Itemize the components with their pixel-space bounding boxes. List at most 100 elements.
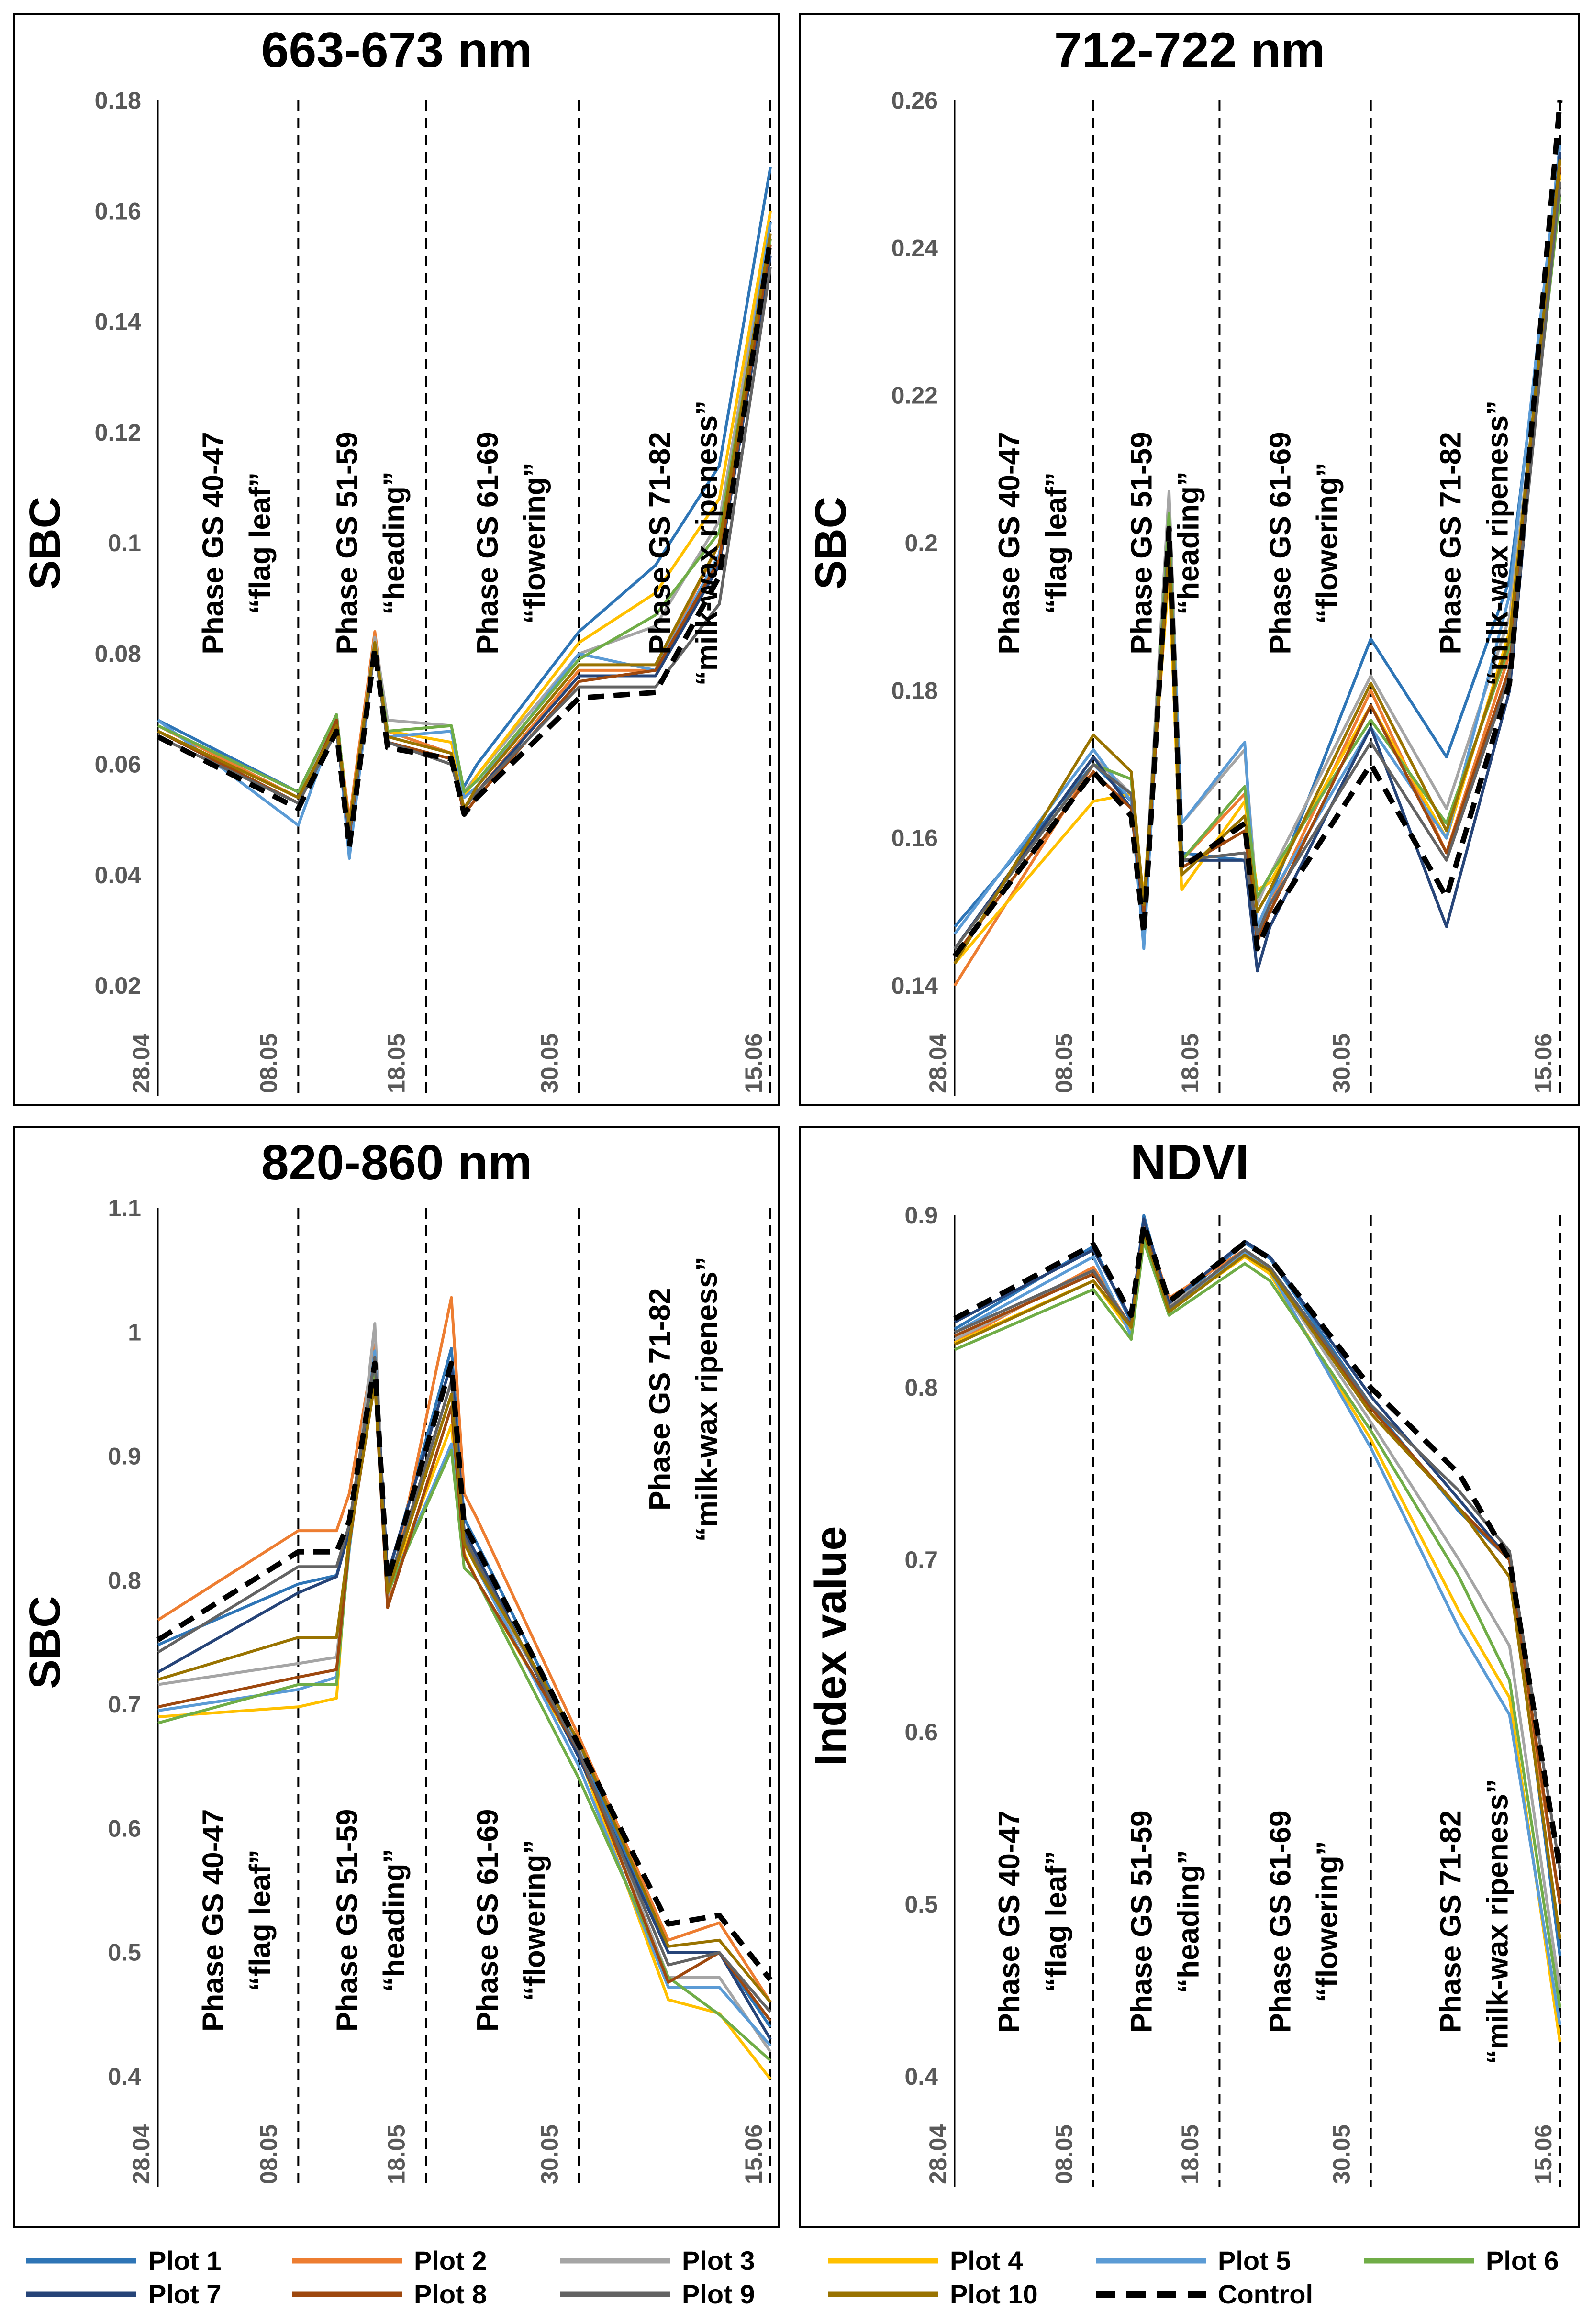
panel-frame [13,13,780,1106]
y-tick-label: 0.04 [95,862,142,889]
legend-label: Plot 5 [1218,2246,1291,2276]
phase-description: “flowering” [1311,1841,1344,2002]
legend-label: Plot 3 [682,2246,755,2276]
y-tick-label: 0.5 [904,1891,938,1918]
x-tick-label: 28.04 [128,1034,155,1093]
phase-annotation: Phase GS 61-69 “flowering” [1264,1810,1344,2033]
series-line-control [156,1360,773,1982]
y-tick-label: 0.1 [108,530,141,556]
phase-annotation: Phase GS 61-69 “flowering” [471,432,551,654]
phase-annotation: Phase GS 71-82 “milk-wax ripeness” [644,400,724,686]
phase-annotation: Phase GS 51-59 “heading” [1125,432,1205,654]
chart-panel-820-860-nm: 820-860 nm SBC 0.4 0.5 0.6 0.7 0.8 0.9 1 1.1 28.04… [13,1126,780,2228]
phase-name: Phase GS 40-47 [993,1810,1026,2033]
phase-description: “heading” [1172,1850,1205,1993]
phase-name: Phase GS 40-47 [197,1809,230,2032]
chart-title: NDVI [1130,1135,1249,1190]
phase-description: “heading” [378,471,411,615]
phase-annotation: Phase GS 40-47 “flag leaf” [197,1809,277,2032]
y-axis-label: SBC [21,1596,69,1689]
phase-annotation: Phase GS 51-59 “heading” [331,432,411,654]
series-line-plot-6 [954,1240,1561,2008]
phase-name: Phase GS 61-69 [471,1809,504,2032]
y-tick-label: 0.8 [108,1567,141,1594]
phase-description: “milk-wax ripeness” [691,1257,724,1542]
legend-label: Plot 9 [682,2279,755,2309]
chart-title: 820-860 nm [261,1135,533,1190]
chart-title: 663-673 nm [261,22,533,78]
phase-annotation: Phase GS 61-69 “flowering” [471,1809,551,2032]
legend-item-plot-9: Plot 9 [560,2279,755,2309]
phase-name: Phase GS 71-82 [644,432,677,654]
y-tick-label: 0.2 [904,530,938,556]
series-line-plot-10 [954,1231,1561,1939]
y-tick-label: 0.16 [95,198,141,224]
series-line-control [953,1221,1563,1870]
legend-label: Plot 10 [950,2279,1038,2309]
y-tick-label: 0.6 [904,1719,938,1746]
x-tick-label: 08.05 [1051,1034,1078,1093]
series-line-plot-9 [953,181,1561,950]
y-axis-label: SBC [21,497,69,589]
phase-annotation: Phase GS 40-47 “flag leaf” [993,432,1073,654]
phase-name: Phase GS 71-82 [1434,432,1467,654]
phase-annotation: Phase GS 40-47 “flag leaf” [993,1810,1073,2033]
y-tick-label: 0.22 [891,382,938,409]
x-tick-label: 15.06 [1530,1034,1557,1093]
y-tick-label: 0.14 [891,972,938,999]
y-tick-label: 0.24 [891,234,938,261]
x-tick-label: 18.05 [1177,1034,1203,1093]
x-tick-label: 18.05 [383,2124,410,2184]
phase-description: “flag leaf” [1040,1851,1073,1992]
chart-panel-ndvi: NDVI Index value 0.4 0.5 0.6 0.7 0.8 0.9 28.04 08… [799,1126,1580,2228]
phase-name: Phase GS 51-59 [1125,1810,1159,2033]
x-tick-label: 28.04 [128,2124,155,2184]
legend-item-plot-3: Plot 3 [560,2246,755,2276]
y-tick-label: 0.18 [891,677,938,704]
series-line-plot-2 [157,1296,772,2003]
phase-description: “flowering” [518,462,551,624]
phase-name: Phase GS 51-59 [331,432,364,654]
phase-description: “milk-wax ripeness” [1481,400,1514,686]
phase-annotation: Phase GS 40-47 “flag leaf” [197,432,277,654]
phase-name: Phase GS 51-59 [331,1809,364,2032]
phase-description: “heading” [1172,471,1205,615]
legend-item-plot-7: Plot 7 [26,2279,221,2309]
y-tick-label: 0.7 [108,1691,141,1718]
legend-label: Plot 2 [414,2246,487,2276]
x-tick-label: 30.05 [536,2124,563,2184]
y-tick-label: 0.6 [108,1815,141,1842]
x-tick-label: 15.06 [740,1034,767,1093]
phase-description: “flowering” [1311,462,1344,624]
y-tick-label: 0.5 [108,1939,141,1966]
phase-description: “flag leaf” [244,1849,277,1991]
phase-description: “flowering” [518,1840,551,2002]
legend-label: Plot 6 [1486,2246,1559,2276]
series-line-plot-6 [157,238,772,833]
x-tick-label: 08.05 [1051,2124,1078,2184]
y-tick-label: 0.02 [95,972,141,999]
y-tick-label: 1 [128,1319,141,1345]
phase-annotation: Phase GS 71-82 “milk-wax ripeness” [644,1257,724,1542]
phase-name: Phase GS 40-47 [197,432,230,654]
legend-item-control: Control [1096,2279,1313,2309]
legend-label: Plot 8 [414,2279,487,2309]
phase-name: Phase GS 71-82 [644,1288,677,1511]
legend-label: Plot 1 [148,2246,221,2276]
legend-item-plot-5: Plot 5 [1096,2246,1291,2276]
x-tick-label: 30.05 [536,1034,563,1093]
y-tick-label: 0.4 [904,2063,938,2090]
y-tick-label: 1.1 [108,1195,141,1222]
legend-item-plot-6: Plot 6 [1364,2246,1559,2276]
y-tick-label: 0.08 [95,640,141,667]
x-tick-label: 15.06 [740,2124,767,2184]
legend-label: Plot 4 [950,2246,1023,2276]
x-tick-label: 28.04 [925,2124,951,2184]
y-tick-label: 0.26 [891,87,938,114]
phase-annotation: Phase GS 51-59 “heading” [331,1809,411,2032]
y-tick-label: 0.16 [891,825,938,852]
series-line-plot-4 [157,1364,772,2080]
phase-name: Phase GS 61-69 [471,432,504,654]
y-axis-label: Index value [806,1526,855,1766]
